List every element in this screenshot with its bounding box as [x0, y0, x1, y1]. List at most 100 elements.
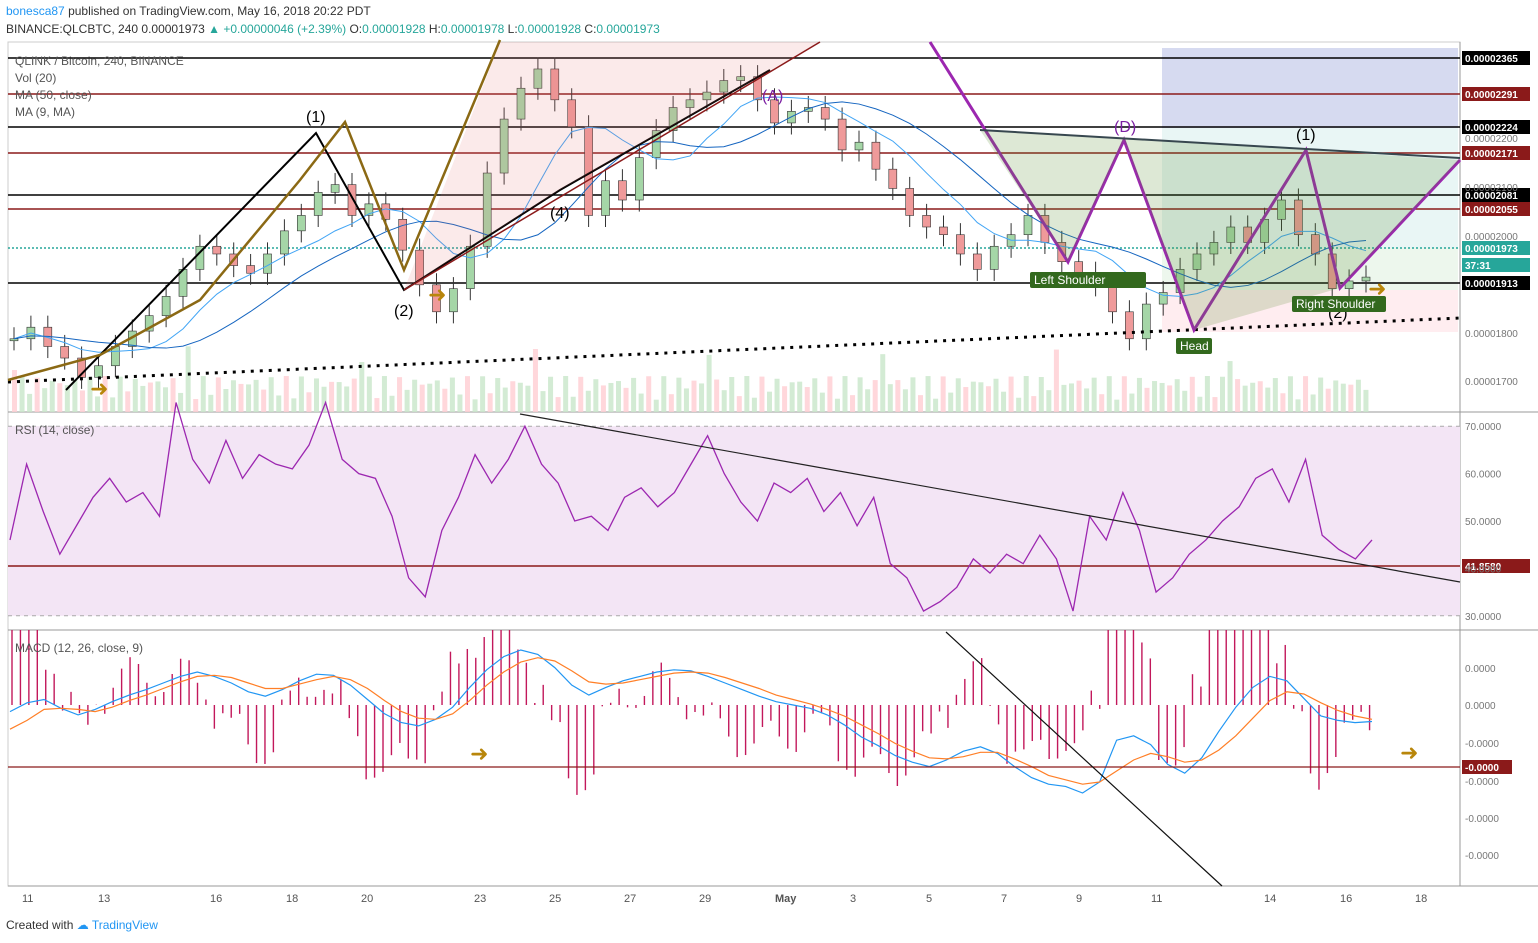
footer-brand-link[interactable]: TradingView — [91, 918, 158, 932]
candle-body — [364, 203, 374, 216]
tradingview-logo-icon: ☁ — [76, 918, 89, 932]
volume-bar — [64, 385, 70, 412]
close-label: C: — [584, 22, 597, 36]
volume-bar — [495, 378, 501, 412]
volume-bar — [978, 382, 984, 412]
volume-bar — [12, 370, 17, 412]
volume-bar — [1310, 394, 1316, 412]
candle-body — [685, 99, 695, 108]
time-axis-tick: 14 — [1264, 893, 1276, 905]
volume-bar — [759, 376, 765, 412]
volume-bar — [668, 394, 674, 412]
candle-body — [9, 338, 19, 342]
rsi-axis-tick: 60.0000 — [1465, 470, 1502, 481]
volume-bar — [1159, 382, 1165, 412]
price-level-tag — [1462, 202, 1530, 216]
author-link[interactable]: bonesca87 — [6, 4, 65, 18]
volume-bar — [631, 377, 637, 412]
volume-bar — [185, 346, 191, 412]
volume-bar — [110, 397, 116, 412]
volume-bar — [42, 388, 48, 412]
price-level-label: 0.00002365 — [1465, 54, 1518, 65]
volume-bar — [517, 382, 523, 412]
candle-body — [1192, 253, 1202, 270]
time-axis-tick: 7 — [1001, 893, 1007, 905]
volume-bar — [585, 390, 591, 412]
high-value: 0.00001978 — [440, 22, 505, 36]
wave-label: (2) — [394, 303, 414, 320]
candle-body — [905, 188, 915, 216]
volume-bar — [548, 376, 554, 412]
volume-bar — [525, 385, 531, 412]
price-axis-tick: 0.00002200 — [1465, 134, 1518, 145]
volume-bar — [434, 380, 440, 412]
volume-bar — [502, 387, 508, 412]
volume-bar — [170, 378, 176, 412]
wave-label: (A) — [762, 88, 783, 105]
rsi-trendline — [519, 413, 1461, 583]
pattern-tag-label: Head — [1180, 339, 1209, 353]
candle-body — [144, 315, 154, 332]
time-axis-tick: May — [775, 893, 797, 905]
price-level-tag — [1462, 120, 1530, 134]
volume-bar — [1008, 376, 1014, 412]
volume-bar — [744, 376, 750, 412]
volume-bar — [1046, 390, 1052, 412]
time-axis-tick: 5 — [926, 893, 932, 905]
volume-bar — [593, 379, 599, 412]
macd-line — [9, 649, 1373, 794]
volume-bar — [276, 395, 282, 412]
time-axis-tick: 16 — [210, 893, 222, 905]
price-level-label: 37:31 — [1465, 261, 1491, 272]
volume-bar — [1061, 384, 1067, 412]
volume-bar — [1167, 385, 1173, 412]
time-axis-tick: 20 — [361, 893, 373, 905]
price-level-label: 0.00002081 — [1465, 191, 1518, 202]
volume-bar — [683, 388, 689, 412]
price-level-label: 0.00002171 — [1465, 149, 1518, 160]
volume-bar — [1114, 399, 1120, 412]
candle-body — [770, 99, 779, 124]
volume-bar — [419, 384, 425, 412]
volume-bar — [1084, 388, 1090, 412]
candle-body — [837, 118, 847, 151]
pattern-tag — [1030, 272, 1146, 288]
volume-bar — [774, 378, 780, 412]
signal-line — [9, 657, 1373, 785]
volume-bar — [147, 382, 153, 412]
ma9-line — [13, 101, 1367, 349]
volume-bar — [298, 376, 304, 412]
volume-bar — [412, 379, 418, 412]
ohlc-bar: BINANCE:QLCBTC, 240 0.00001973 ▲ +0.0000… — [6, 22, 660, 36]
volume-bar — [1340, 383, 1346, 412]
publish-text: published on TradingView.com, May 16, 20… — [68, 4, 371, 18]
legend-vol: Vol (20) — [15, 71, 57, 85]
volume-bar — [314, 378, 319, 412]
volume-bar — [200, 376, 206, 412]
candle-body — [1277, 199, 1286, 220]
volume-bar — [140, 385, 146, 412]
volume-bar — [1235, 379, 1241, 412]
symbol-label: BINANCE:QLCBTC, 240 — [6, 22, 139, 36]
wave-label: (D) — [1114, 119, 1136, 136]
arrow-icon: ➜ — [1400, 741, 1418, 766]
time-axis-tick: 16 — [1340, 893, 1352, 905]
candle-body — [651, 130, 661, 158]
candle-body — [1108, 284, 1117, 313]
volume-bar — [283, 376, 289, 412]
open-value: 0.00001928 — [362, 22, 426, 36]
volume-bar — [291, 398, 297, 412]
volume-bar — [457, 394, 463, 412]
arrow-icon: ➜ — [470, 742, 488, 767]
volume-bar — [34, 377, 40, 412]
volume-bar — [1144, 387, 1150, 412]
candle-body — [989, 245, 999, 270]
volume-bar — [714, 379, 720, 412]
pattern-tag — [1292, 296, 1386, 312]
macd-level-label: -0.0000 — [1465, 763, 1499, 774]
wave-label: (1) — [1296, 127, 1316, 144]
volume-bar — [1053, 349, 1059, 412]
price-axis-tick: 0.00001800 — [1465, 329, 1518, 340]
legend-macd: MACD (12, 26, close, 9) — [15, 641, 144, 655]
